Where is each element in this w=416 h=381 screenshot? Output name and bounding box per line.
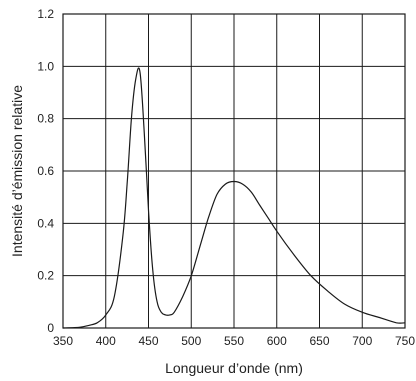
x-tick-label: 450 (138, 334, 158, 348)
y-tick-label: 1.0 (37, 59, 54, 73)
y-tick-label: 1.2 (37, 7, 54, 21)
y-tick-label: 0.6 (37, 164, 54, 178)
y-tick-label: 0.2 (37, 269, 54, 283)
y-tick-label: 0.4 (37, 216, 54, 230)
x-tick-label: 550 (224, 334, 244, 348)
x-tick-label: 700 (352, 334, 372, 348)
grid (63, 14, 405, 328)
y-tick-label: 0 (47, 321, 54, 335)
x-tick-label: 500 (181, 334, 201, 348)
y-tick-label: 0.8 (37, 112, 54, 126)
emission-curve (62, 67, 406, 329)
x-axis-title: Longueur d’onde (nm) (165, 360, 303, 376)
x-axis-tick-labels: 350 400 450 500 550 600 650 700 750 (53, 334, 415, 348)
y-axis-title: Intensité d’émission relative (9, 85, 25, 257)
x-tick-label: 400 (96, 334, 116, 348)
x-tick-label: 600 (267, 334, 287, 348)
x-tick-label: 650 (309, 334, 329, 348)
plot-frame (62, 13, 406, 329)
x-tick-label: 350 (53, 334, 73, 348)
x-tick-label: 750 (395, 334, 415, 348)
y-axis-tick-labels: 0 0.2 0.4 0.6 0.8 1.0 1.2 (37, 7, 54, 335)
